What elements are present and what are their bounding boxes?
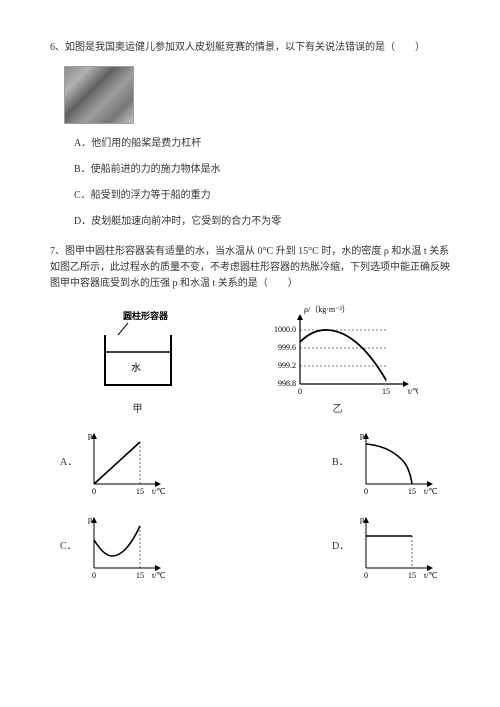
question-6: 6、如图是我国奥运健儿参加双人皮划艇竞赛的情景，以下有关说法错误的是（ ） A．… [50,40,450,230]
ytick-3: 998.8 [278,379,296,388]
q7-number: 7、 [50,246,65,257]
c-x15: 15 [136,571,144,580]
density-xlabel: t/℃ [408,387,418,396]
caption-yi: 乙 [258,402,418,418]
q7-options-row1: A． p 0 15 t/℃ B． p [50,428,450,498]
fig-yi: ρ/（kg·m⁻³） 1000.0 999.6 999.2 998.8 0 15 [258,302,418,402]
c-xlabel: t/℃ [152,571,165,580]
q7-main-figures: 圆柱形容器 水 甲 ρ/（kg·m⁻³） 1000.0 [50,302,450,418]
opt-a-label: A． [60,455,74,471]
chart-b: p 0 15 t/℃ [350,428,440,498]
q6-option-c: C．船受到的浮力等于船的重力 [74,188,450,204]
b-xlabel: t/℃ [424,487,437,496]
b-x15: 15 [408,487,416,496]
a-xlabel: t/℃ [152,487,165,496]
a-curve [94,442,140,484]
fig-jia: 圆柱形容器 水 [83,307,193,402]
container-pointer [118,323,128,335]
chart-a: p 0 15 t/℃ [78,428,168,498]
a-x0: 0 [92,487,96,496]
q6-text: 6、如图是我国奥运健儿参加双人皮划艇竞赛的情景，以下有关说法错误的是（ ） [50,40,450,56]
density-ylabel: ρ/（kg·m⁻³） [304,305,350,314]
fig-yi-wrapper: ρ/（kg·m⁻³） 1000.0 999.6 999.2 998.8 0 15 [258,302,418,418]
q7-option-b: B． p 0 15 t/℃ [332,428,440,498]
water-label: 水 [131,362,141,374]
b-x0: 0 [364,487,368,496]
container-label: 圆柱形容器 [123,310,169,321]
d-x0: 0 [364,571,368,580]
question-7: 7、图甲中圆柱形容器装有适量的水，当水温从 0°C 升到 15°C 时，水的密度… [50,244,450,582]
chart-c: p 0 15 t/℃ [78,512,168,582]
d-x15: 15 [408,571,416,580]
ytick-2: 999.2 [278,361,296,370]
chart-d: p 0 15 t/℃ [350,512,440,582]
opt-d-label: D． [332,539,346,555]
density-curve [300,330,386,380]
q6-body: 如图是我国奥运健儿参加双人皮划艇竞赛的情景，以下有关说法错误的是（ ） [65,42,425,53]
caption-jia: 甲 [83,402,193,418]
q6-number: 6、 [50,42,65,53]
ytick-1: 999.6 [278,343,296,352]
q6-option-b: B．使船前进的力的施力物体是水 [74,162,450,178]
b-curve [366,444,412,484]
ytick-0: 1000.0 [274,325,296,334]
q7-option-d: D． p 0 15 t/℃ [332,512,440,582]
q6-photo [64,66,134,124]
x-origin: 0 [298,387,302,396]
container-outline [105,335,171,385]
q7-option-a: A． p 0 15 t/℃ [60,428,168,498]
q6-options: A．他们用的船桨是费力杠杆 B．使船前进的力的施力物体是水 C．船受到的浮力等于… [50,136,450,230]
x-max: 15 [382,387,390,396]
q7-options-row2: C． p 0 15 t/℃ D． p [50,512,450,582]
q7-option-c: C． p 0 15 t/℃ [60,512,168,582]
opt-c-label: C． [60,539,74,555]
q7-body: 图甲中圆柱形容器装有适量的水，当水温从 0°C 升到 15°C 时，水的密度 ρ… [50,246,450,289]
a-x15: 15 [136,487,144,496]
q6-option-a: A．他们用的船桨是费力杠杆 [74,136,450,152]
fig-jia-wrapper: 圆柱形容器 水 甲 [83,307,193,418]
q6-option-d: D．皮划艇加速向前冲时，它受到的合力不为零 [74,214,450,230]
c-x0: 0 [92,571,96,580]
d-xlabel: t/℃ [424,571,437,580]
opt-b-label: B． [332,455,346,471]
y-arrow [297,314,303,320]
q7-text: 7、图甲中圆柱形容器装有适量的水，当水温从 0°C 升到 15°C 时，水的密度… [50,244,450,292]
c-curve [94,526,140,556]
